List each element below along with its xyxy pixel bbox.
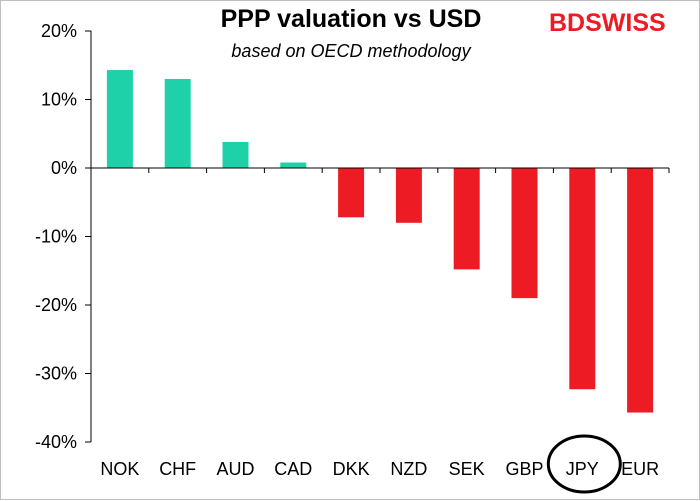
x-tick-label-eur: EUR <box>621 459 659 479</box>
bar-nzd <box>395 168 422 223</box>
x-tick-label-dkk: DKK <box>333 459 370 479</box>
x-tick-label-nok: NOK <box>100 459 139 479</box>
bar-gbp <box>511 168 538 299</box>
y-tick-label: 0% <box>51 158 77 178</box>
x-tick-label-nzd: NZD <box>390 459 427 479</box>
y-tick-label: -40% <box>35 432 77 452</box>
bar-chf <box>164 78 191 168</box>
bar-dkk <box>338 168 365 218</box>
x-tick-label-cad: CAD <box>274 459 312 479</box>
bar-nok <box>106 70 133 168</box>
logo-text-bd: BD <box>549 9 586 37</box>
y-tick-label: 20% <box>41 21 77 41</box>
chart-title: PPP valuation vs USD <box>220 5 482 33</box>
x-tick-label-sek: SEK <box>449 459 485 479</box>
y-tick-label: 10% <box>41 90 77 110</box>
x-tick-label-gbp: GBP <box>505 459 543 479</box>
bar-cad <box>280 162 307 168</box>
x-tick-label-chf: CHF <box>159 459 196 479</box>
brand-logo: BDSWISS <box>549 9 666 38</box>
bar-eur <box>627 168 654 413</box>
x-tick-label-jpy: JPY <box>566 459 599 479</box>
y-tick-label: -30% <box>35 364 77 384</box>
bar-sek <box>453 168 480 270</box>
chart-subtitle: based on OECD methodology <box>231 41 471 61</box>
bar-jpy <box>569 168 596 390</box>
bar-aud <box>222 141 249 168</box>
highlight-circle <box>546 434 622 494</box>
x-tick-label-aud: AUD <box>216 459 254 479</box>
logo-text-swiss: SWISS <box>585 9 666 37</box>
y-tick-label: -20% <box>35 295 77 315</box>
y-tick-label: -10% <box>35 227 77 247</box>
